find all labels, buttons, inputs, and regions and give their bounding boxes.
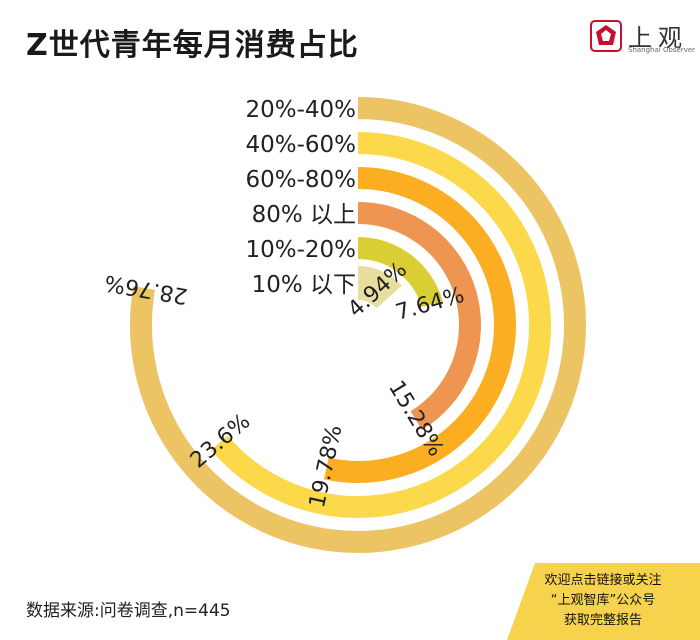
bar-5 (357, 237, 443, 308)
category-label-4: 80% 以上 (252, 202, 356, 228)
category-label-3: 60%-80% (245, 167, 356, 193)
category-label-2: 40%-60% (245, 132, 356, 158)
promo-line-3: 获取完整报告 (563, 613, 642, 628)
brand-logo: 上观 Shanghai Observer (590, 18, 695, 62)
promo-banner[interactable]: 欢迎点击链接或关注 “上观智库”公众号 获取完整报告 (518, 571, 688, 631)
category-label-6: 10% 以下 (252, 272, 356, 298)
data-source-note: 数据来源:问卷调查,n=445 (26, 601, 231, 621)
brand-mark-icon (590, 20, 622, 52)
bar-2 (210, 132, 551, 518)
promo-line-1: 欢迎点击链接或关注 (544, 573, 662, 588)
category-label-1: 20%-40% (245, 97, 356, 123)
bar-1 (129, 97, 586, 553)
value-label-1: 28.76% (103, 269, 190, 308)
promo-line-2: “上观智库”公众号 (550, 593, 656, 608)
bar-6 (357, 266, 402, 310)
bar-4 (357, 202, 481, 431)
bar-3 (323, 167, 516, 483)
category-label-5: 10%-20% (245, 237, 356, 263)
brand-name: 上观 (628, 24, 688, 52)
page-title: Z世代青年每月消费占比 (26, 28, 359, 63)
brand-subtitle: Shanghai Observer (628, 46, 696, 54)
